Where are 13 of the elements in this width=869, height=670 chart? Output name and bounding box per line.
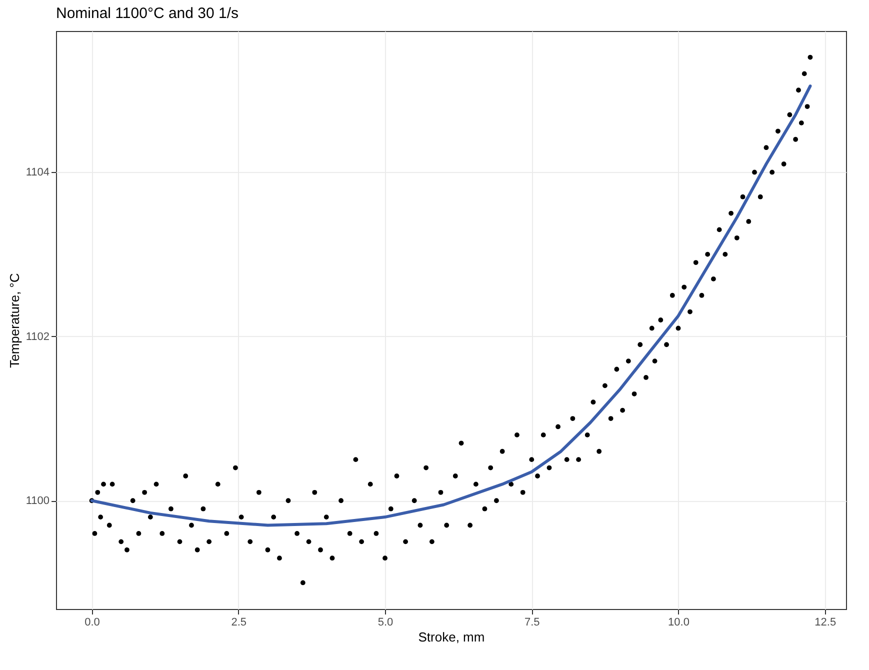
x-tick-label: 2.5 [231,616,247,628]
y-tick-label: 1104 [26,166,50,179]
y-tick-label: 1100 [26,495,50,508]
x-tick-label: 10.0 [668,616,690,628]
x-tick-label: 0.0 [84,616,100,628]
x-tick-label: 12.5 [814,616,836,628]
x-axis-title: Stroke, mm [418,630,485,644]
x-tick-label: 5.0 [378,616,394,628]
x-tick-label: 7.5 [524,616,540,628]
y-tick-label: 1102 [26,330,50,343]
y-axis-title: Temperature, °C [6,273,22,368]
chart-title: Nominal 1100°C and 30 1/s [56,5,238,22]
line-series [90,84,812,527]
